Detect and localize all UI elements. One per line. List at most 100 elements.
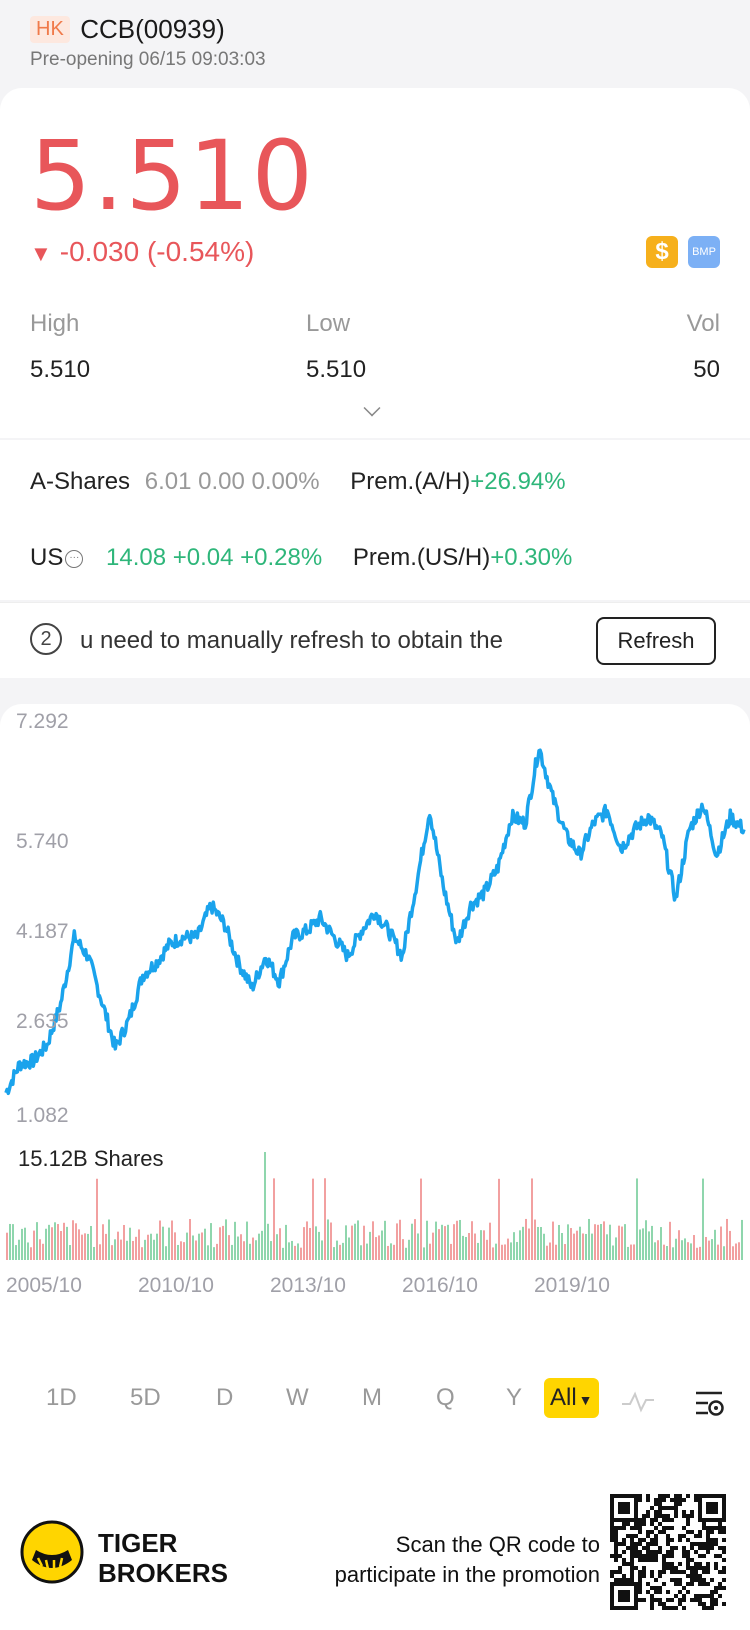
volume-bar: [117, 1231, 119, 1260]
low-label: Low: [306, 310, 351, 337]
volume-bar: [105, 1233, 107, 1260]
period-q[interactable]: Q: [436, 1384, 455, 1411]
volume-bar: [174, 1232, 176, 1260]
volume-bar: [546, 1245, 548, 1260]
a-prem-label: Prem.(A/H): [350, 468, 471, 495]
volume-bar: [159, 1220, 161, 1260]
volume-bar: [333, 1247, 335, 1260]
line-chart-icon[interactable]: [620, 1390, 656, 1414]
volume-bar: [168, 1227, 170, 1260]
volume-bar: [135, 1236, 137, 1260]
dollar-icon[interactable]: $: [646, 236, 678, 268]
volume-bar: [282, 1247, 284, 1260]
volume-bar: [606, 1234, 608, 1260]
volume-bar: [594, 1224, 596, 1260]
volume-bar: [177, 1244, 179, 1260]
volume-bar: [288, 1242, 290, 1260]
volume-bar: [153, 1239, 155, 1260]
volume-bar: [222, 1225, 224, 1260]
volume-bar: [666, 1246, 668, 1260]
volume-bar: [36, 1222, 38, 1260]
volume-bar: [426, 1220, 428, 1260]
volume-bar: [201, 1232, 203, 1260]
volume-bar: [489, 1222, 491, 1260]
volume-bar: [138, 1229, 140, 1260]
qr-code-icon: [610, 1494, 726, 1610]
x-tick: 2016/10: [402, 1274, 478, 1297]
volume-label: 15.12B Shares: [18, 1146, 164, 1171]
volume-bar: [591, 1233, 593, 1260]
volume-bar: [363, 1225, 365, 1260]
session-status: Pre-opening 06/15 09:03:03: [30, 49, 266, 70]
period-5d[interactable]: 5D: [130, 1384, 161, 1411]
volume-bar: [669, 1221, 671, 1260]
us-prem-value: +0.30%: [490, 544, 573, 571]
volume-bar: [420, 1178, 422, 1260]
volume-bar: [120, 1239, 122, 1260]
volume-bar: [24, 1227, 26, 1260]
y-tick: 1.082: [16, 1104, 69, 1127]
volume-bar: [456, 1220, 458, 1260]
volume-bar: [9, 1223, 11, 1260]
period-1d[interactable]: 1D: [46, 1384, 77, 1411]
volume-bar: [450, 1243, 452, 1260]
promo-footer: TIGER BROKERS Scan the QR code to partic…: [0, 1474, 750, 1630]
price-chart-svg[interactable]: 7.292 5.740 4.187 2.635 1.082 15.12B Sha…: [0, 704, 750, 1474]
y-tick: 7.292: [16, 710, 69, 733]
brand-line2: BROKERS: [98, 1558, 229, 1588]
volume-bar: [552, 1221, 554, 1260]
volume-bar: [69, 1245, 71, 1260]
volume-bar: [435, 1221, 437, 1260]
period-all[interactable]: All ▼: [544, 1378, 599, 1418]
volume-bar: [51, 1227, 53, 1260]
brand-line1: TIGER: [98, 1528, 178, 1558]
volume-bar: [183, 1242, 185, 1260]
last-price: 5.510: [30, 120, 315, 232]
volume-bar: [429, 1243, 431, 1260]
volume-bar: [696, 1247, 698, 1260]
indicator-settings-icon[interactable]: [692, 1386, 726, 1420]
volume-bar: [525, 1218, 527, 1260]
x-tick: 2019/10: [534, 1274, 610, 1297]
volume-bar: [447, 1224, 449, 1260]
period-y[interactable]: Y: [506, 1384, 523, 1411]
us-shares-row[interactable]: US ··· 14.08 +0.04 +0.28% Prem.(US/H)+0.3…: [30, 544, 572, 572]
volume-bar: [735, 1243, 737, 1260]
volume-bar: [72, 1220, 74, 1260]
volume-bar: [228, 1235, 230, 1260]
a-shares-row[interactable]: A-Shares 6.01 0.00 0.00% Prem.(A/H)+26.9…: [30, 468, 566, 496]
volume-bar: [114, 1239, 116, 1260]
volume-bar: [498, 1178, 500, 1260]
volume-bar: [261, 1230, 263, 1260]
chevron-down-icon[interactable]: [363, 399, 381, 417]
volume-bar: [564, 1244, 566, 1260]
volume-bar: [216, 1243, 218, 1260]
volume-bar: [93, 1246, 95, 1260]
period-d[interactable]: D: [216, 1384, 234, 1411]
volume-bar: [645, 1220, 647, 1260]
volume-bar: [408, 1239, 410, 1260]
volume-bar: [432, 1232, 434, 1260]
period-w[interactable]: W: [286, 1384, 309, 1411]
volume-bar: [726, 1218, 728, 1260]
volume-bar: [678, 1230, 680, 1260]
period-m[interactable]: M: [362, 1384, 382, 1411]
volume-bar: [111, 1245, 113, 1260]
promo-line2: participate in the promotion: [334, 1562, 600, 1587]
refresh-button[interactable]: Refresh: [596, 617, 716, 665]
price-chart[interactable]: 7.292 5.740 4.187 2.635 1.082 15.12B Sha…: [0, 704, 750, 1474]
volume-bar: [189, 1219, 191, 1260]
volume-bar: [474, 1233, 476, 1260]
bmp-badge[interactable]: BMP: [688, 236, 720, 268]
volume-bar: [483, 1230, 485, 1260]
volume-bar: [516, 1241, 518, 1260]
volume-bar: [237, 1236, 239, 1260]
volume-bar: [504, 1244, 506, 1260]
volume-bar: [345, 1225, 347, 1260]
volume-bar: [195, 1240, 197, 1260]
related-shares: A-Shares 6.01 0.00 0.00% Prem.(A/H)+26.9…: [0, 440, 750, 600]
volume-bar: [402, 1239, 404, 1260]
volume-bar: [588, 1218, 590, 1260]
volume-bar: [510, 1242, 512, 1260]
volume-bar: [180, 1241, 182, 1260]
